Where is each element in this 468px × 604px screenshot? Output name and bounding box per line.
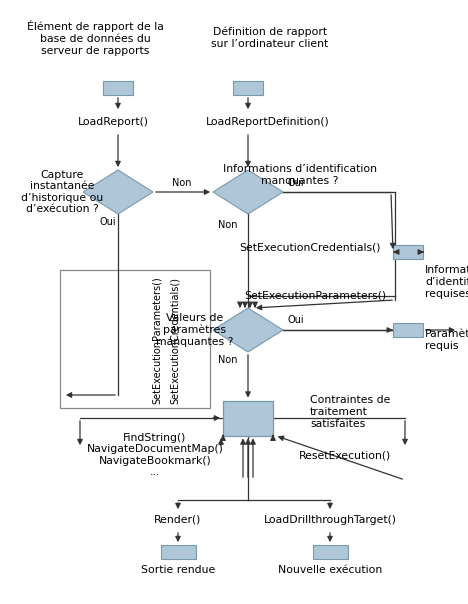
Text: Définition de rapport
sur l’ordinateur client: Définition de rapport sur l’ordinateur c…	[212, 27, 329, 49]
Text: Non: Non	[218, 355, 238, 365]
Text: Oui: Oui	[287, 178, 304, 188]
Text: Valeurs de
paramètres
manquantes ?: Valeurs de paramètres manquantes ?	[156, 313, 234, 347]
Text: SetExecutionCredentials(): SetExecutionCredentials()	[239, 243, 381, 253]
Text: Paramètres
requis: Paramètres requis	[425, 329, 468, 351]
Text: LoadReport(): LoadReport()	[78, 117, 148, 127]
Polygon shape	[83, 170, 153, 214]
FancyBboxPatch shape	[161, 545, 196, 559]
Text: LoadDrillthroughTarget(): LoadDrillthroughTarget()	[263, 515, 396, 525]
FancyBboxPatch shape	[313, 545, 348, 559]
Text: Oui: Oui	[100, 217, 117, 227]
FancyBboxPatch shape	[233, 81, 263, 95]
Text: Non: Non	[172, 178, 192, 188]
FancyBboxPatch shape	[393, 245, 423, 259]
Text: Non: Non	[218, 220, 238, 230]
Text: SetExecutionParameters(): SetExecutionParameters()	[244, 291, 386, 301]
Bar	[60, 270, 210, 408]
FancyBboxPatch shape	[223, 400, 273, 435]
Polygon shape	[213, 170, 283, 214]
Text: Informations
d’identification
requises: Informations d’identification requises	[425, 265, 468, 298]
Text: ResetExecution(): ResetExecution()	[299, 450, 391, 460]
Text: SetExecutionCredentials(): SetExecutionCredentials()	[170, 277, 180, 403]
FancyBboxPatch shape	[393, 323, 423, 337]
Text: Nouvelle exécution: Nouvelle exécution	[278, 565, 382, 575]
Text: Oui: Oui	[287, 315, 304, 325]
Text: Contraintes de
traitement
satisfaites: Contraintes de traitement satisfaites	[310, 396, 390, 429]
Text: Render(): Render()	[154, 515, 202, 525]
Text: SetExecutionParameters(): SetExecutionParameters()	[152, 276, 162, 404]
Text: FindString()
NavigateDocumentMap()
NavigateBookmark()
...: FindString() NavigateDocumentMap() Navig…	[87, 432, 223, 477]
Text: Sortie rendue: Sortie rendue	[141, 565, 215, 575]
Text: Élément de rapport de la
base de données du
serveur de rapports: Élément de rapport de la base de données…	[27, 21, 163, 56]
Text: Informations d’identification
manquantes ?: Informations d’identification manquantes…	[223, 164, 377, 186]
Text: LoadReportDefinition(): LoadReportDefinition()	[206, 117, 330, 127]
Polygon shape	[213, 308, 283, 352]
Text: Capture
instantanée
d’historique ou
d’exécution ?: Capture instantanée d’historique ou d’ex…	[21, 170, 103, 214]
FancyBboxPatch shape	[103, 81, 133, 95]
